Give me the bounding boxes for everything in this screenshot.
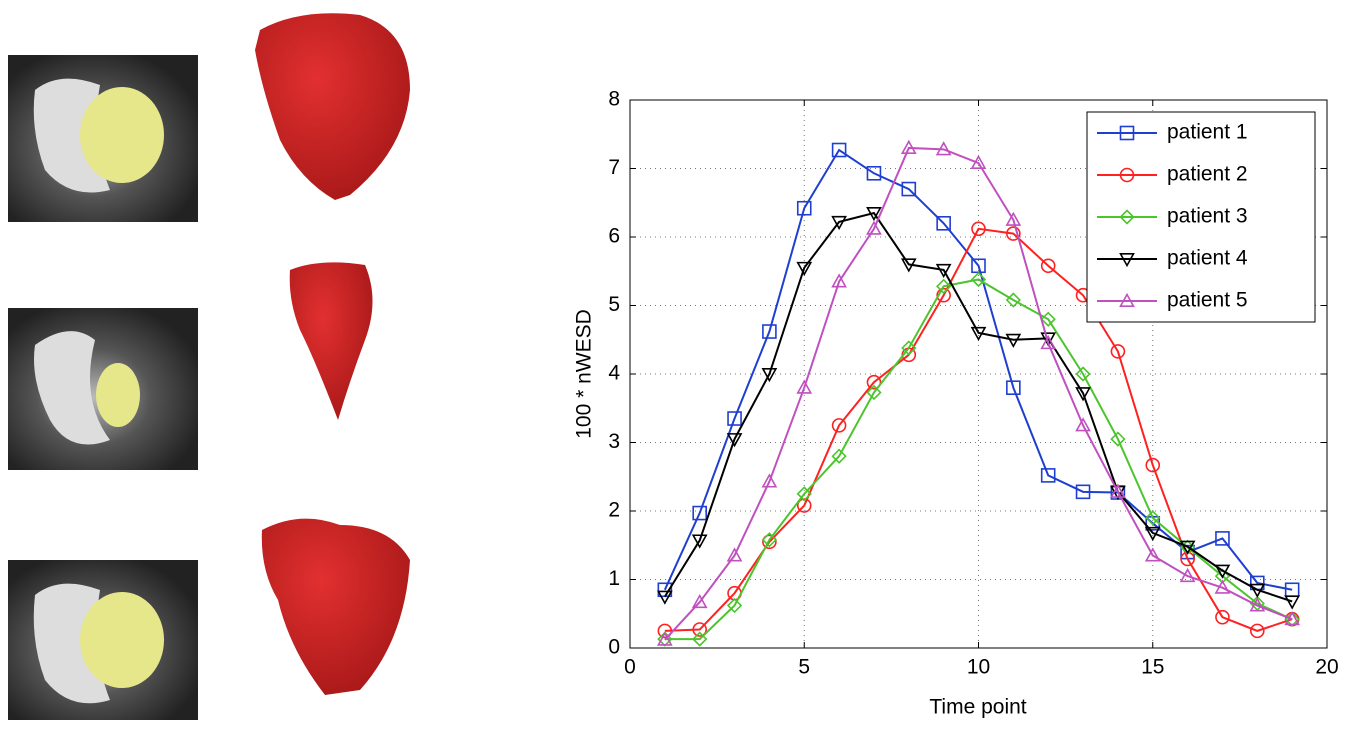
- y-tick-label: 3: [608, 430, 620, 453]
- mri-slice: [8, 308, 198, 470]
- y-tick-label: 5: [608, 293, 620, 316]
- y-tick-label: 0: [608, 636, 620, 659]
- x-tick-label: 10: [967, 656, 990, 679]
- y-tick-label: 1: [608, 567, 620, 590]
- heart-model: [262, 519, 410, 695]
- figure: Time point 100 * nWESD 0 1 2 3 4 5 6 7 8 0 5 10 15 20…: [0, 0, 1366, 729]
- legend-label: patient 5: [1167, 289, 1248, 312]
- legend-label: patient 1: [1167, 121, 1248, 144]
- y-tick-label: 6: [608, 225, 620, 248]
- legend-label: patient 4: [1167, 247, 1248, 270]
- y-tick-label: 4: [608, 362, 620, 385]
- heart-model: [290, 262, 373, 420]
- x-tick-label: 20: [1315, 656, 1338, 679]
- x-tick-label: 0: [624, 656, 636, 679]
- heart-models: [255, 13, 410, 695]
- mri-slice: [8, 560, 198, 720]
- heart-model: [255, 13, 410, 200]
- x-tick-label: 15: [1141, 656, 1164, 679]
- legend-label: patient 3: [1167, 205, 1248, 228]
- x-tick-label: 5: [798, 656, 810, 679]
- y-tick-label: 7: [608, 156, 620, 179]
- legend-label: patient 2: [1167, 163, 1248, 186]
- y-tick-label: 2: [608, 499, 620, 522]
- mri-slice: [8, 55, 198, 222]
- y-tick-label: 8: [608, 88, 620, 111]
- x-axis-label: Time point: [929, 696, 1026, 719]
- mri-images: [8, 55, 198, 720]
- y-axis-label: 100 * nWESD: [573, 309, 596, 439]
- legend: patient 1 patient 2 patient 3 patient 4 pati…: [1087, 112, 1315, 322]
